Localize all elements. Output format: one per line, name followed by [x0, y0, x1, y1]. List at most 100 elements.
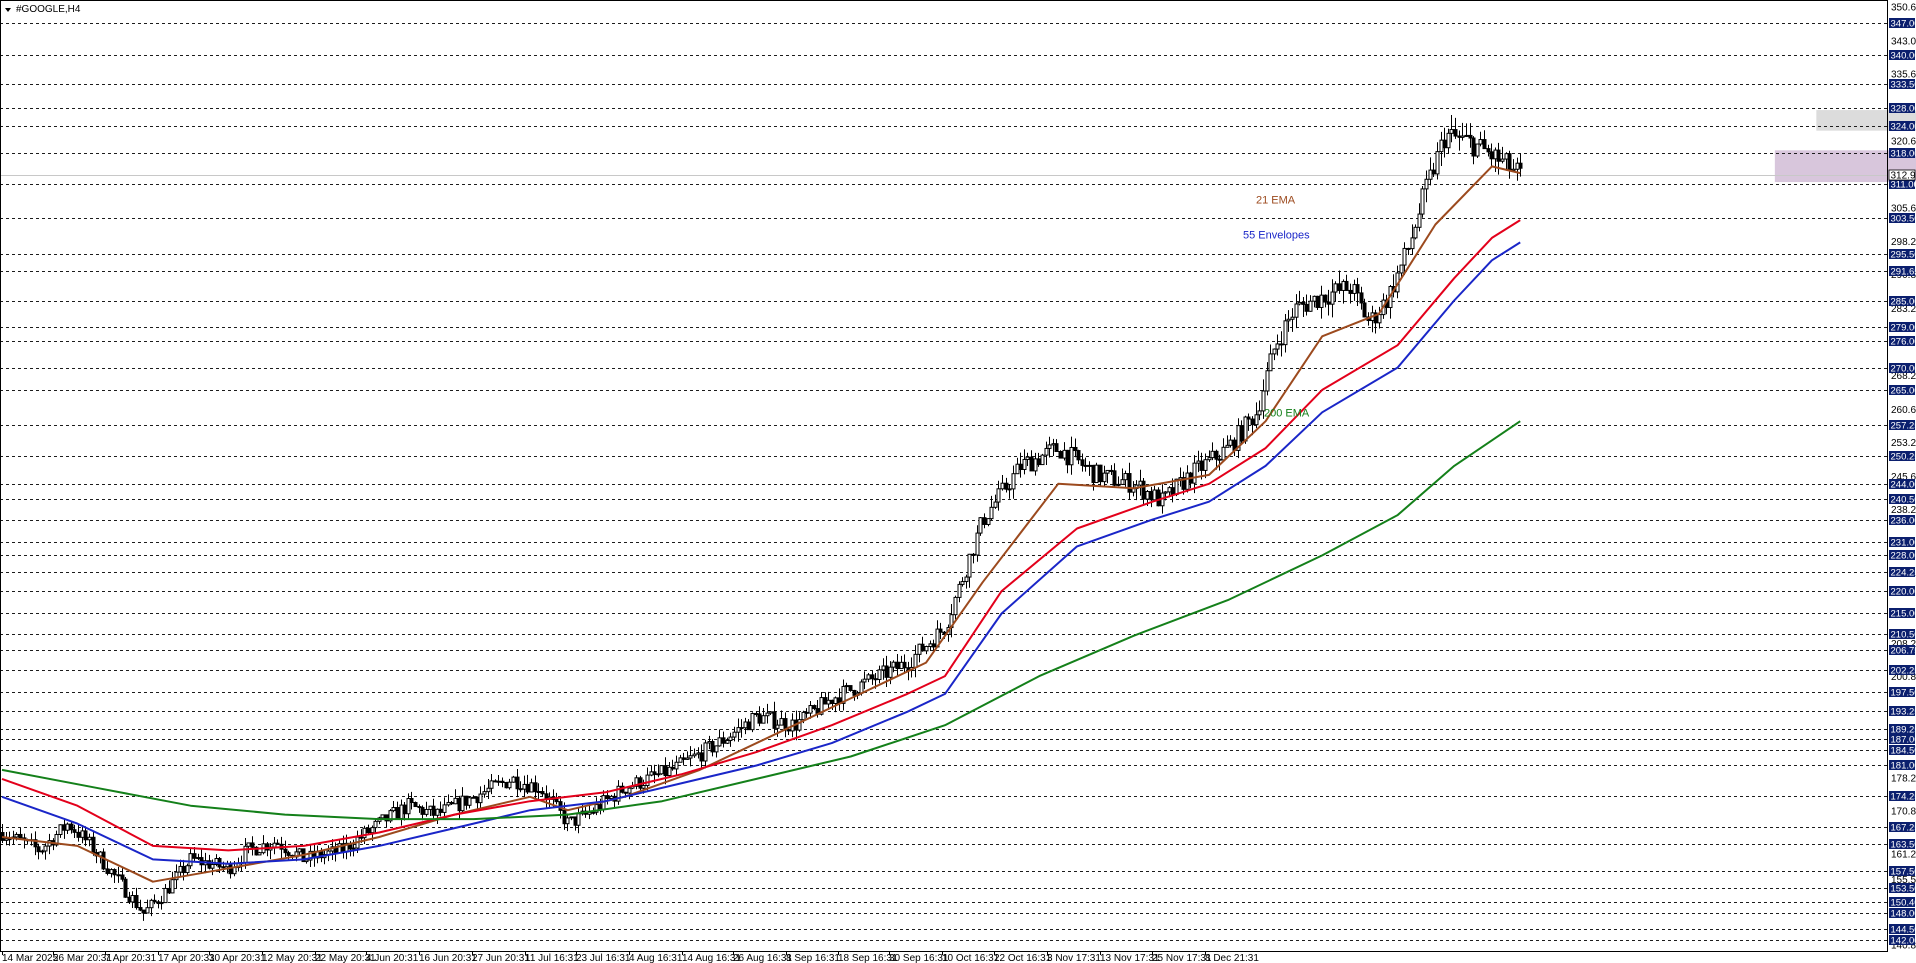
price-level-badge: 279.00	[1889, 322, 1916, 334]
chevron-down-icon[interactable]	[5, 8, 11, 12]
y-tick-label: 253.25	[1891, 438, 1916, 449]
annotation-55-envelopes: 55 Envelopes	[1243, 229, 1310, 241]
candle-body	[511, 776, 516, 783]
price-level-badge-label: 210.50	[1891, 630, 1916, 641]
candle-body	[337, 843, 342, 854]
candle-body	[1410, 237, 1415, 250]
candle-body	[1373, 312, 1378, 324]
candle-body	[409, 798, 414, 804]
candle-body	[967, 553, 972, 578]
candle-body	[964, 576, 969, 583]
candle-body	[1272, 348, 1277, 355]
x-tick-label: 14 Mar 2025	[2, 953, 59, 963]
y-tick-label: 238.25	[1891, 505, 1916, 516]
candle-body	[1120, 479, 1125, 485]
y-tick-label: 298.25	[1891, 237, 1916, 248]
price-level-badge: 244.00	[1889, 479, 1916, 491]
candle-body	[402, 804, 407, 815]
price-level-badge-label: 148.00	[1891, 909, 1916, 920]
symbol-title: #GOOGLE,H4	[16, 4, 81, 15]
price-level-badge: 210.50	[1889, 629, 1916, 641]
price-level-badge-label: 215.00	[1891, 609, 1916, 620]
price-level-badge: 240.50	[1889, 494, 1916, 506]
candle-body	[989, 506, 994, 520]
price-level-badge-bg	[1889, 883, 1915, 893]
candle-body	[370, 827, 375, 834]
price-level-badge: 184.50	[1889, 745, 1916, 757]
chart-title[interactable]: #GOOGLE,H4	[5, 4, 81, 15]
annotation-21-ema: 21 EMA	[1256, 194, 1296, 206]
candle-body	[1170, 487, 1175, 496]
series-line-200-ema	[1, 420, 1521, 821]
candle-body	[373, 820, 378, 829]
candle-body	[1460, 135, 1465, 138]
candle-body	[808, 705, 813, 714]
price-level-badge-bg	[1889, 866, 1915, 876]
candle-body	[101, 851, 106, 870]
annotations-layer: 21 EMA 55 Envelopes 200 EMA	[1243, 194, 1310, 419]
candle-body	[257, 852, 262, 856]
y-tick-label: 200.85	[1891, 672, 1916, 683]
candle-body	[149, 899, 154, 909]
candle-body	[1007, 488, 1012, 491]
candle-body	[141, 909, 146, 914]
candle-body	[993, 501, 998, 508]
candle-body	[188, 853, 193, 867]
candle-body	[616, 785, 621, 802]
candle-body	[1203, 459, 1208, 471]
candle-body	[246, 842, 251, 847]
candle-body	[1087, 464, 1092, 467]
candle-body	[283, 848, 288, 854]
candle-body	[699, 752, 704, 762]
price-level-badge: 295.50	[1889, 249, 1916, 261]
candle-body	[757, 713, 762, 724]
candle-body	[91, 836, 96, 854]
candle-body	[1018, 463, 1023, 471]
candle-body	[801, 711, 806, 721]
price-level-badge-label: 244.00	[1891, 480, 1916, 491]
candle-body	[54, 834, 59, 846]
candle-body	[891, 661, 896, 668]
candle-body	[685, 757, 690, 760]
candle-body	[1073, 446, 1078, 452]
price-level-badge-label: 276.00	[1891, 337, 1916, 348]
candle-body	[1344, 280, 1349, 291]
price-level-badge-bg	[1889, 608, 1915, 618]
price-level-badge-bg	[1889, 745, 1915, 755]
price-level-badge: 187.00	[1889, 734, 1916, 746]
price-level-badge-bg	[1889, 665, 1915, 675]
candle-body	[688, 755, 693, 759]
price-level-badge-label: 142.00	[1891, 936, 1916, 947]
current-price-badge: 312.97	[1888, 169, 1916, 182]
price-level-badge: 174.25	[1889, 791, 1916, 803]
candle-body	[703, 742, 708, 762]
candle-body	[76, 831, 81, 838]
price-level-badge: 144.50	[1889, 924, 1916, 936]
price-level-badge: 148.00	[1889, 908, 1916, 920]
candle-body	[112, 869, 117, 876]
current-price-label: 312.97	[1891, 171, 1916, 182]
candle-body	[533, 782, 538, 793]
candle-body	[525, 783, 530, 793]
x-tick-label: 30 Apr 20:31	[209, 953, 266, 963]
candle-body	[286, 852, 291, 856]
candle-body	[384, 814, 389, 822]
price-level-badge: 197.50	[1889, 687, 1916, 699]
candle-body	[424, 808, 429, 815]
x-tick-label: 12 May 20:31	[262, 953, 323, 963]
candle-body	[174, 871, 179, 881]
price-level-badge-label: 311.00	[1891, 180, 1916, 191]
candle-body	[304, 859, 309, 863]
candle-body	[1080, 459, 1085, 466]
candle-body	[1468, 134, 1473, 139]
price-level-badge: 303.50	[1889, 213, 1916, 225]
price-level-badge-label: 193.25	[1891, 707, 1916, 718]
candle-body	[1246, 416, 1251, 420]
candle-body	[163, 887, 168, 904]
y-tick-label: 320.65	[1891, 137, 1916, 148]
candle-body	[1102, 472, 1107, 483]
price-level-badge-bg	[1889, 249, 1915, 259]
candle-body	[1029, 456, 1034, 472]
